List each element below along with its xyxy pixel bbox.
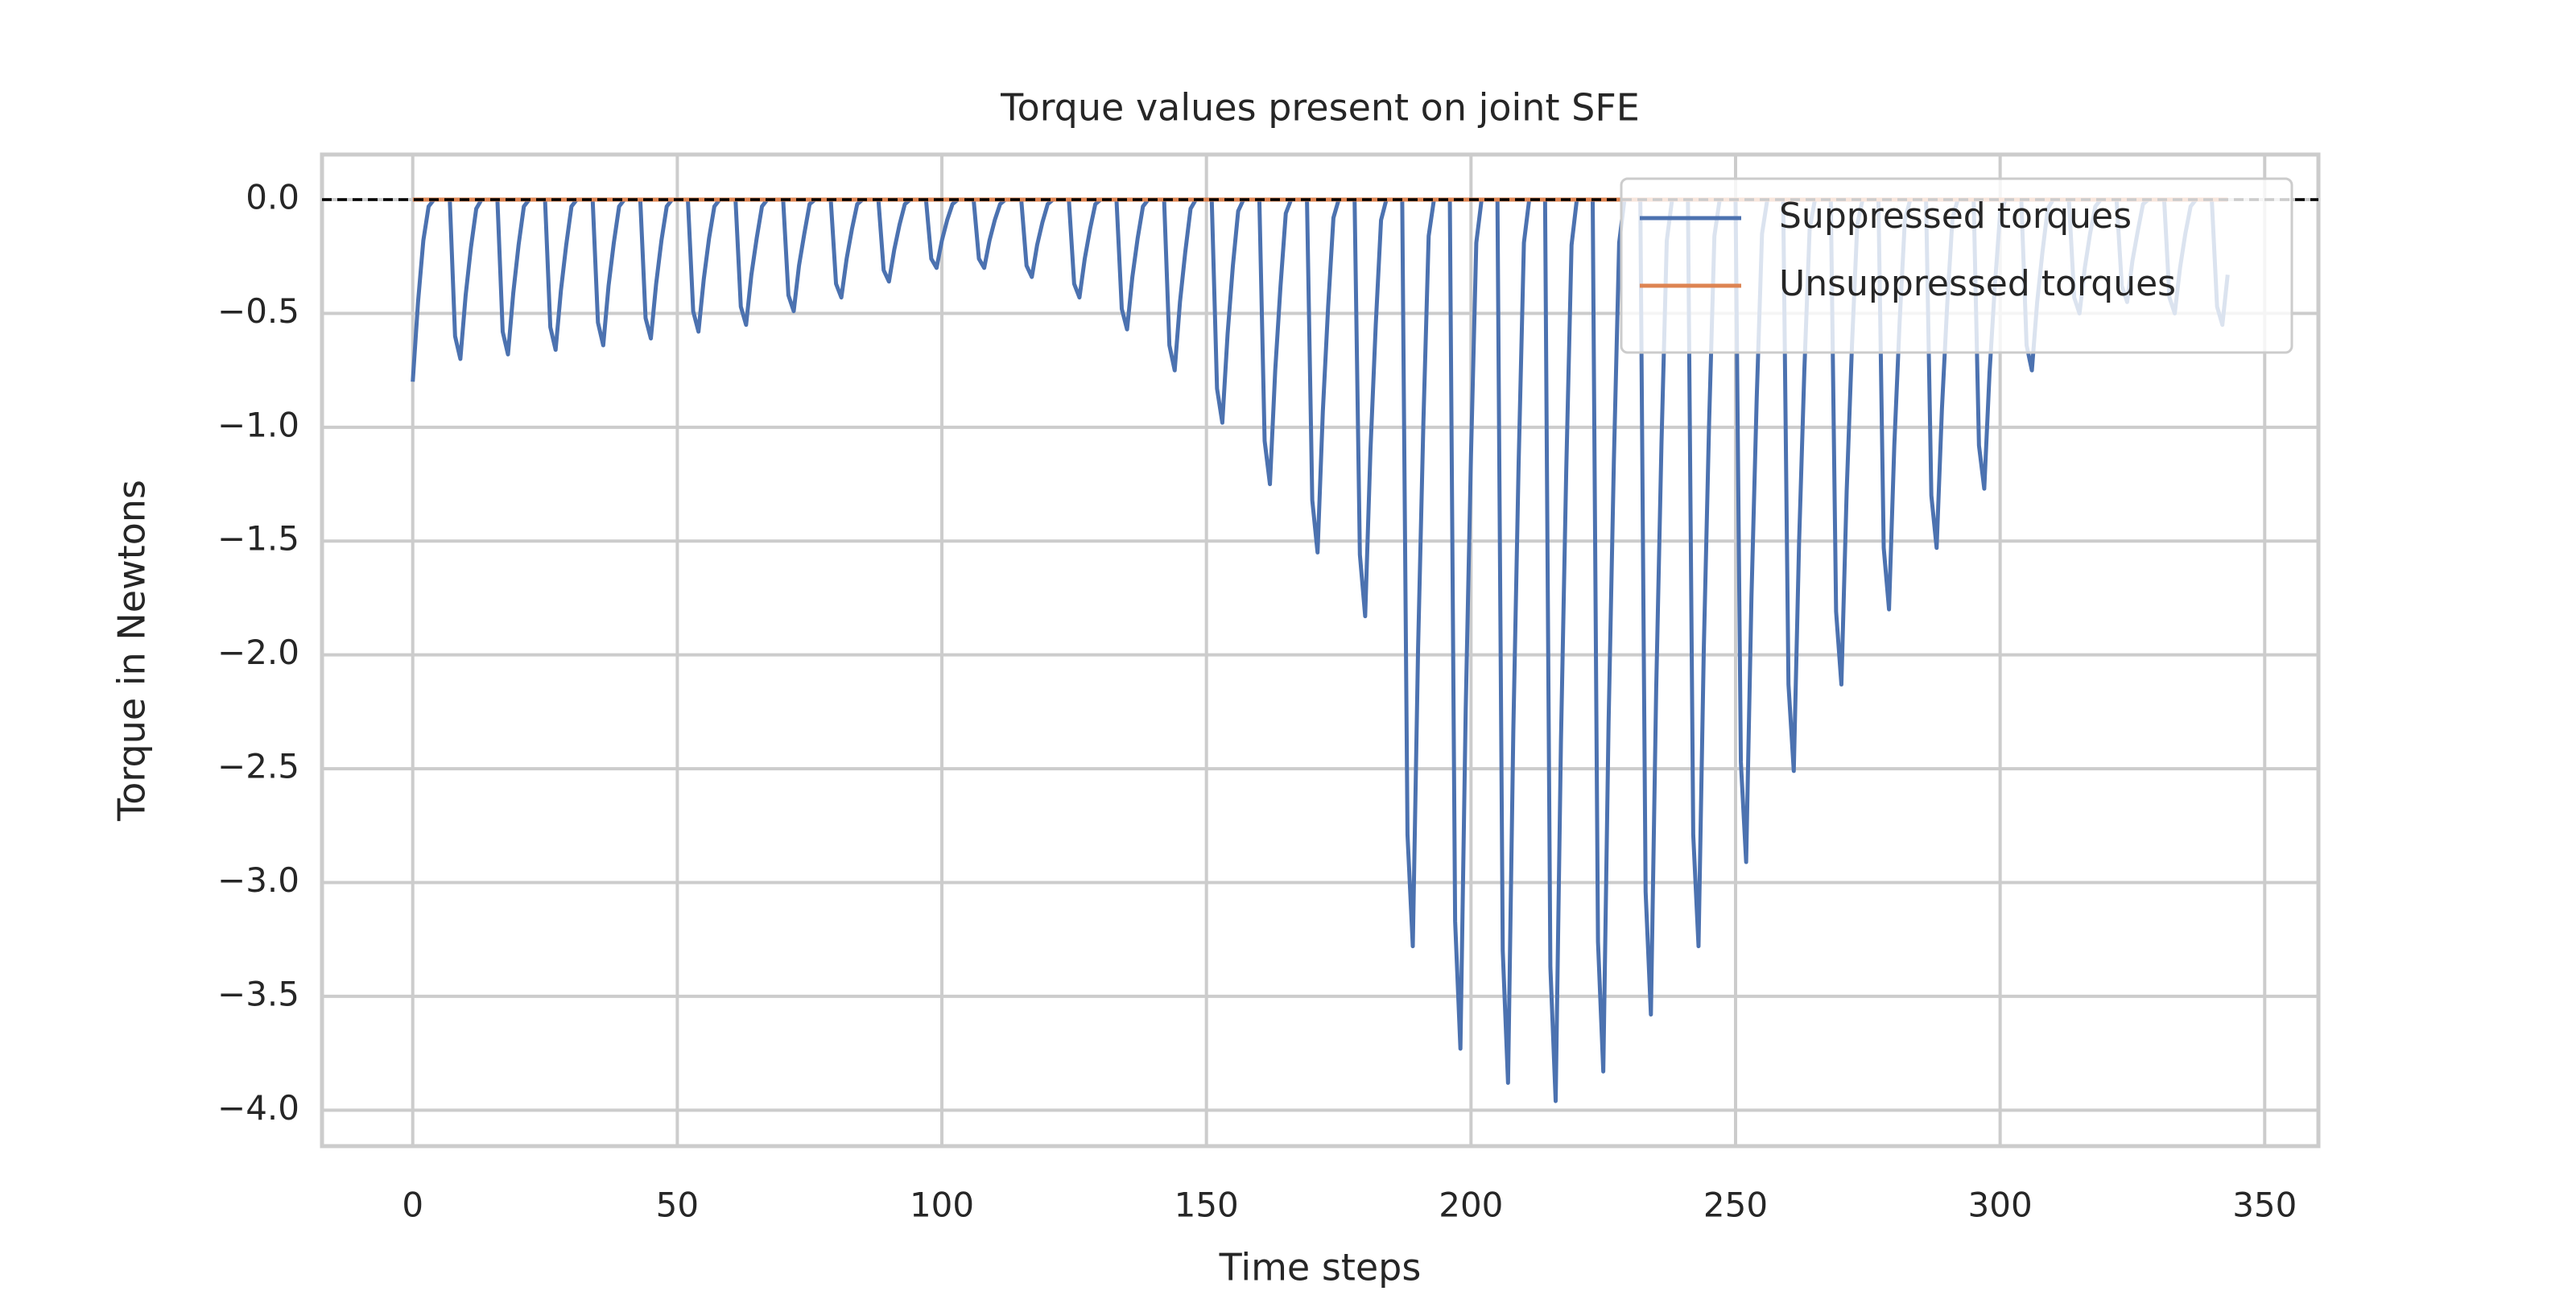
y-tick-label: −4.0: [217, 1088, 299, 1128]
legend-label: Suppressed torques: [1779, 196, 2132, 237]
x-tick-label: 100: [910, 1186, 974, 1225]
plot-frame: [320, 152, 2321, 1149]
x-tick-label: 350: [2232, 1186, 2297, 1225]
legend-label: Unsuppressed torques: [1779, 263, 2176, 304]
y-tick-label: −1.5: [217, 519, 299, 559]
y-tick-label: −2.5: [217, 747, 299, 786]
y-tick-label: 0.0: [246, 178, 299, 217]
y-axis-label: Torque in Newtons: [110, 480, 154, 822]
legend: Suppressed torques Unsuppressed torques: [1620, 177, 2293, 354]
y-tick-label: −1.0: [217, 405, 299, 444]
x-tick-label: 300: [1968, 1186, 2033, 1225]
y-tick-label: −2.0: [217, 633, 299, 672]
x-tick-label: 250: [1703, 1186, 1768, 1225]
y-tick-label: −3.0: [217, 860, 299, 900]
x-tick-label: 200: [1439, 1186, 1503, 1225]
chart-title: Torque values present on joint SFE: [1000, 86, 1640, 130]
legend-box: [1620, 177, 2293, 354]
y-tick-label: −0.5: [217, 291, 299, 331]
x-tick-label: 50: [656, 1186, 699, 1225]
y-tick-label: −3.5: [217, 974, 299, 1013]
x-tick-label: 150: [1174, 1186, 1239, 1225]
x-axis-label: Time steps: [1219, 1246, 1422, 1289]
x-tick-label: 0: [402, 1186, 423, 1225]
